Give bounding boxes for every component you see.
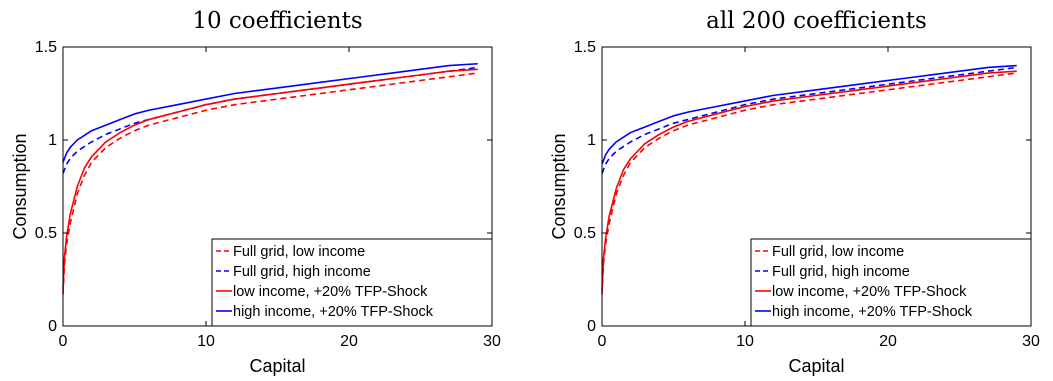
series-line-4 [62, 62, 478, 163]
legend-entry: high income, +20% TFP-Shock [233, 304, 434, 320]
series-line-4 [601, 64, 1017, 165]
y-tick-label: 1.5 [35, 39, 57, 56]
legend: Full grid, low income Full grid, high inc… [750, 238, 1032, 327]
x-tick-label: 10 [736, 333, 754, 350]
legend-entry: Full grid, low income [233, 244, 365, 260]
x-tick-label: 30 [1022, 333, 1040, 350]
x-tick-label: 20 [879, 333, 897, 350]
legend: Full grid, low income Full grid, high inc… [211, 238, 493, 327]
x-axis-label: Capital [788, 356, 844, 376]
chart-title: 10 coefficients [192, 8, 362, 34]
x-tick-label: 20 [340, 333, 358, 350]
legend-entry: high income, +20% TFP-Shock [772, 304, 973, 320]
series-line-2 [62, 66, 478, 174]
chart-title: all 200 coefficients [706, 8, 927, 34]
y-tick-label: 0 [48, 318, 57, 335]
y-tick-label: 0.5 [574, 225, 596, 242]
legend-entry: Full grid, high income [772, 264, 910, 280]
legend-entry: low income, +20% TFP-Shock [233, 284, 428, 300]
legend-box [750, 238, 1032, 327]
chart-left: 10 coefficients 0 10 20 30 0 0.5 1 1.5 Capital Con… [10, 8, 501, 376]
y-tick-label: 1 [587, 132, 596, 149]
y-tick-label: 0.5 [35, 225, 57, 242]
chart-right: all 200 coefficients 0 10 20 30 0 0.5 1 1.5 Capit… [549, 8, 1040, 376]
series-line-3 [62, 68, 478, 289]
series-line-2 [601, 66, 1017, 174]
legend-entry: low income, +20% TFP-Shock [772, 284, 967, 300]
series-line-3 [601, 70, 1017, 291]
x-tick-label: 0 [598, 333, 607, 350]
x-tick-label: 30 [483, 333, 501, 350]
y-axis-label: Consumption [549, 133, 569, 239]
x-tick-label: 0 [59, 333, 68, 350]
x-tick-label: 10 [197, 333, 215, 350]
y-axis-label: Consumption [10, 133, 30, 239]
legend-entry: Full grid, high income [233, 264, 371, 280]
legend-box [211, 238, 493, 327]
y-tick-label: 1.5 [574, 39, 596, 56]
y-tick-label: 1 [48, 132, 57, 149]
x-axis-label: Capital [249, 356, 305, 376]
y-tick-label: 0 [587, 318, 596, 335]
legend-entry: Full grid, low income [772, 244, 904, 260]
